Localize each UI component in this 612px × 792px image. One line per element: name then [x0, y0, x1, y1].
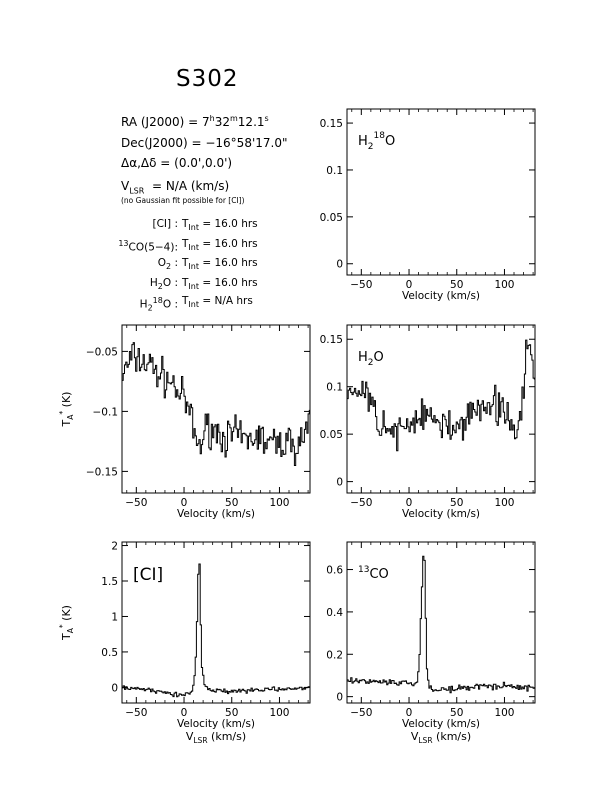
- page-title: S302: [176, 66, 239, 92]
- y-tick-label: 0.1: [326, 382, 343, 394]
- y-tick-label: 0: [336, 477, 343, 489]
- y-axis-label: TA* (K): [58, 392, 75, 428]
- y-tick-label: 2: [111, 541, 118, 553]
- x-tick-label: 50: [450, 707, 463, 719]
- integration-time-value: TInt = 16.0 hrs: [182, 277, 258, 292]
- x-axis-label-vlsr: VLSR (km/s): [411, 730, 471, 745]
- offset-value: (0.0',0.0'): [174, 156, 233, 170]
- x-axis-label: Velocity (km/s): [402, 718, 480, 730]
- integration-line-label: 13CO(5−4):: [118, 239, 178, 254]
- integration-line-label: H218O :: [139, 296, 178, 313]
- x-axis-label: Velocity (km/s): [177, 718, 255, 730]
- y-tick-label: 0.5: [101, 647, 118, 659]
- panel-h218o: −50 0 50 100 0 0.05 0.1 0.15 Velocity (km/s) H218…: [320, 108, 536, 302]
- y-tick-label: 1.5: [101, 576, 118, 588]
- y-tick-label: 0.05: [320, 429, 343, 441]
- x-tick-label: 100: [269, 707, 289, 719]
- ra-value: 7h32m12.1s: [202, 114, 269, 129]
- x-tick-label: 0: [406, 279, 413, 291]
- panel-label: H218O: [358, 131, 395, 152]
- x-axis-label: Velocity (km/s): [402, 508, 480, 520]
- y-tick-label: 0: [111, 682, 118, 694]
- x-tick-label: 50: [450, 497, 463, 509]
- y-tick-label: 0.15: [320, 334, 343, 346]
- integration-time-value: TInt = 16.0 hrs: [182, 238, 258, 253]
- offset-label: Δα,Δδ =: [121, 156, 175, 170]
- y-axis-label: TA* (K): [58, 605, 75, 641]
- y-tick-label: −0.15: [86, 466, 118, 478]
- y-tick-label: 0: [336, 259, 343, 271]
- panel-label: H2O: [358, 350, 384, 368]
- plot-frame: [121, 541, 311, 704]
- spectrum-line: [347, 555, 535, 694]
- spectrum-line: [122, 563, 310, 698]
- y-tick-label: 0.6: [326, 565, 343, 577]
- vlsr-line: VLSR = N/A (km/s): [121, 179, 229, 198]
- x-axis-label: Velocity (km/s): [402, 290, 480, 302]
- x-tick-label: 100: [494, 279, 514, 291]
- y-tick-label: −0.05: [86, 346, 118, 358]
- y-tick-label: −0.1: [93, 406, 119, 418]
- integration-time-value: TInt = N/A hrs: [182, 295, 253, 310]
- panel-o2: −50 0 50 100 −0.05 −0.1 −0.15 Velocity (km/s) TA…: [58, 324, 311, 520]
- x-tick-label: −50: [125, 497, 147, 509]
- x-tick-label: 100: [494, 497, 514, 509]
- spectrum-line: [122, 342, 310, 466]
- integration-line-label: H2O :: [149, 277, 178, 292]
- integration-line-label: O2 :: [157, 257, 178, 272]
- y-tick-label: 1: [111, 611, 118, 623]
- dec-value: −16°58'17.0": [205, 136, 288, 150]
- x-axis-label-vlsr: VLSR (km/s): [186, 730, 246, 745]
- spectrum-line: [347, 339, 535, 452]
- y-tick-label: 0: [336, 692, 343, 704]
- x-tick-label: 50: [225, 497, 238, 509]
- dec-line: Dec(J2000) = −16°58'17.0": [121, 136, 288, 150]
- integration-time-value: TInt = 16.0 hrs: [182, 218, 258, 233]
- y-tick-label: 0.2: [326, 649, 343, 661]
- x-tick-label: 50: [225, 707, 238, 719]
- y-tick-label: 0.15: [320, 118, 343, 130]
- x-tick-label: −50: [350, 497, 372, 509]
- x-tick-label: −50: [350, 279, 372, 291]
- plot-frame: [121, 324, 311, 494]
- x-tick-label: 0: [406, 707, 413, 719]
- x-tick-label: −50: [350, 707, 372, 719]
- x-tick-label: 100: [494, 707, 514, 719]
- panel-co13: −50 0 50 100 0 0.2 0.4 0.6 Velocity (km/s) 13CO: [326, 541, 536, 730]
- vlsr-value: = N/A (km/s): [151, 179, 230, 193]
- panel-ci: −50 0 50 100 0 0.5 1 1.5 2 Velocity (km/s) TA* (K)…: [58, 541, 311, 730]
- integration-time-value: TInt = 16.0 hrs: [182, 257, 258, 272]
- x-tick-label: 0: [181, 497, 188, 509]
- x-tick-label: 0: [181, 707, 188, 719]
- panel-h2o: −50 0 50 100 0 0.05 0.1 0.15 Velocity (km/s) H2O: [320, 324, 536, 520]
- integration-line-label: [CI] :: [152, 218, 179, 230]
- offset-line: Δα,Δδ = (0.0',0.0'): [121, 156, 232, 170]
- plot-frame: [346, 108, 536, 276]
- plot-frame: [346, 324, 536, 494]
- vlsr-label: VLSR: [121, 179, 145, 196]
- panel-label: 13CO: [358, 565, 389, 582]
- x-tick-label: 0: [406, 497, 413, 509]
- x-axis-label: Velocity (km/s): [177, 508, 255, 520]
- plot-frame: [346, 541, 536, 704]
- y-tick-label: 0.05: [320, 212, 343, 224]
- x-tick-label: −50: [125, 707, 147, 719]
- dec-label: Dec(J2000) =: [121, 136, 206, 150]
- x-tick-label: 100: [269, 497, 289, 509]
- y-tick-label: 0.4: [326, 607, 343, 619]
- y-tick-label: 0.1: [326, 165, 343, 177]
- panel-label: [CI]: [133, 565, 163, 585]
- ra-line: RA (J2000) = 7h32m12.1s: [121, 112, 269, 129]
- x-tick-label: 50: [450, 279, 463, 291]
- fit-note: (no Gaussian fit possible for [CI]): [121, 196, 245, 205]
- ra-label: RA (J2000) =: [121, 115, 202, 129]
